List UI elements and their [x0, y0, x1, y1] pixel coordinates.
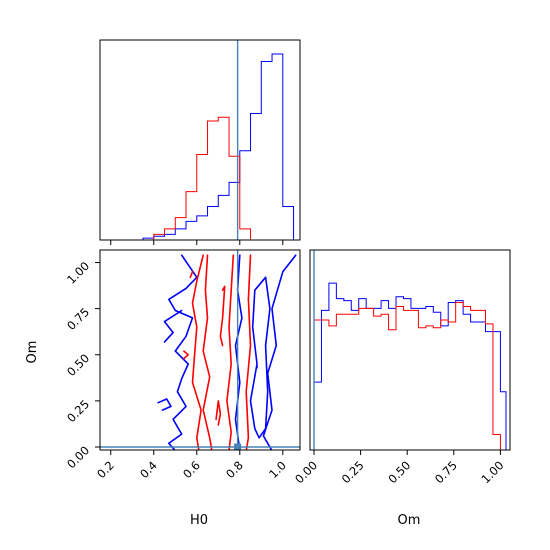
contour-red-dot-top [189, 271, 194, 279]
om-xtick-label-0: 0.00 [292, 458, 320, 486]
contour-red-core [219, 285, 226, 347]
contour-blue-inner [249, 276, 271, 439]
contour-ytick-label-0: 0.00 [64, 443, 92, 471]
contour-xtick-label-3: 0.8 [223, 458, 246, 481]
contour-red-outer-right [245, 254, 252, 450]
contour-frame [99, 249, 301, 451]
om-histogram-frame [309, 249, 511, 451]
contour-blue-outer-right [262, 254, 297, 450]
x-axis-label-h0: H0 [190, 513, 208, 528]
contour-red-inner-right [226, 254, 235, 450]
contour-truth-marker [234, 443, 242, 450]
contour-ytick-label-1: 0.25 [64, 397, 92, 425]
contour-red-core-low [215, 400, 222, 426]
om-histogram-blue [313, 282, 507, 450]
om-xtick-label-1: 0.25 [339, 458, 367, 486]
contour-blue-outer-left [168, 254, 198, 450]
contour-blue-wiggle [163, 309, 183, 343]
x-axis-label-om: Om [398, 513, 421, 528]
om-histogram-red [313, 302, 501, 450]
contour-xtick-label-0: 0.2 [94, 458, 117, 481]
contour-red-mid-left [202, 254, 213, 450]
contour-ytick-label-2: 0.50 [64, 351, 92, 379]
contour-xtick-label-1: 0.4 [137, 458, 160, 481]
h0-histogram-frame [99, 39, 301, 241]
h0-om-contour-panel: 0.2 0.4 0.6 0.8 1.0 0.00 0.25 0.50 0.75 1.00 [64, 249, 301, 481]
contour-blue-blob [157, 398, 172, 411]
h0-histogram-panel [99, 39, 301, 245]
om-histogram-panel: 0.00 0.25 0.50 0.75 1.00 [292, 249, 511, 486]
contour-xtick-label-4: 1.0 [266, 458, 289, 481]
h0-histogram-red [100, 116, 252, 241]
y-axis-label-om: Om [25, 341, 40, 364]
contour-blue-mid-left [234, 254, 243, 450]
om-xtick-label-4: 1.00 [479, 458, 507, 486]
h0-histogram-blue [100, 53, 295, 241]
contour-ytick-label-4: 1.00 [64, 259, 92, 287]
contour-ytick-label-3: 0.75 [64, 305, 92, 333]
contour-xtick-label-2: 0.6 [180, 458, 203, 481]
contour-red-outer-left [191, 254, 204, 450]
om-xtick-label-2: 0.50 [385, 458, 413, 486]
om-xtick-label-3: 0.75 [432, 458, 460, 486]
contour-red-dot-left [183, 350, 189, 360]
